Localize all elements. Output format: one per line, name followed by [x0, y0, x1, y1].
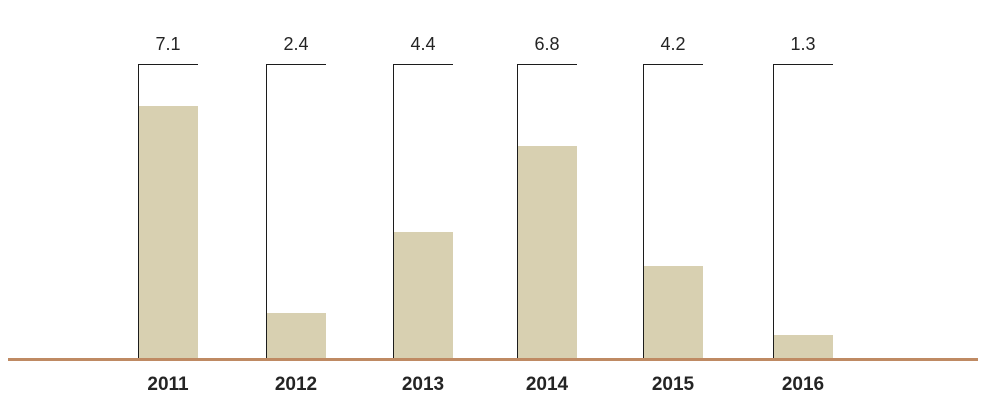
bar — [774, 335, 833, 358]
bar-frame — [393, 64, 453, 358]
bar-frame — [643, 64, 703, 358]
bar-frame — [266, 64, 326, 358]
chart-column: 6.8 2014 — [517, 0, 577, 411]
x-axis-tick-label: 2012 — [274, 374, 318, 395]
x-axis-tick-label: 2014 — [525, 374, 569, 395]
bar — [267, 313, 326, 358]
x-axis-tick-label: 2016 — [781, 374, 825, 395]
bar — [644, 266, 703, 358]
chart-column: 4.4 2013 — [393, 0, 453, 411]
bar-value-label: 7.1 — [155, 34, 181, 54]
chart-column: 7.1 2011 — [138, 0, 198, 411]
bar-frame — [517, 64, 577, 358]
chart-column: 2.4 2012 — [266, 0, 326, 411]
bar-value-label: 4.2 — [660, 34, 686, 54]
x-axis-tick-label: 2011 — [147, 374, 189, 395]
bar — [139, 106, 198, 358]
bar-frame — [773, 64, 833, 358]
chart-column: 1.3 2016 — [773, 0, 833, 411]
bar — [394, 232, 453, 358]
x-axis-tick-label: 2013 — [401, 374, 445, 395]
bar-value-label: 2.4 — [283, 34, 309, 54]
x-axis-tick-label: 2015 — [651, 374, 695, 395]
bar-value-label: 1.3 — [790, 34, 816, 54]
bar-frame — [138, 64, 198, 358]
bar-value-label: 6.8 — [534, 34, 560, 54]
bar-value-label: 4.4 — [410, 34, 436, 54]
x-axis-baseline — [8, 358, 978, 361]
bar — [518, 146, 577, 358]
chart-column: 4.2 2015 — [643, 0, 703, 411]
